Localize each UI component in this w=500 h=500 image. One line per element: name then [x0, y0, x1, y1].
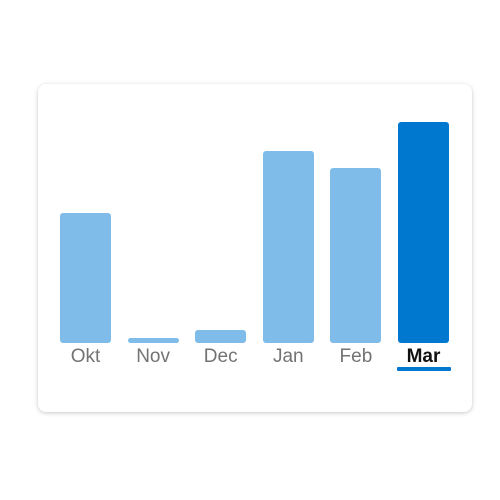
bar-nov[interactable] [127, 338, 179, 343]
bar-okt[interactable] [60, 212, 111, 343]
tick-label-mar[interactable]: Mar [406, 346, 441, 367]
tick-label-jan[interactable]: Jan [272, 346, 304, 367]
tick-label-nov[interactable]: Nov [136, 346, 170, 367]
tick-label-feb[interactable]: Feb [339, 346, 373, 367]
bar-dec[interactable] [195, 329, 247, 343]
selected-month-indicator [396, 367, 451, 371]
tick-label-okt[interactable]: Okt [70, 346, 101, 367]
tick-label-dec[interactable]: Dec [203, 346, 238, 367]
bar-jan[interactable] [262, 150, 314, 343]
bar-mar[interactable] [398, 122, 449, 343]
bar-feb[interactable] [330, 168, 382, 343]
